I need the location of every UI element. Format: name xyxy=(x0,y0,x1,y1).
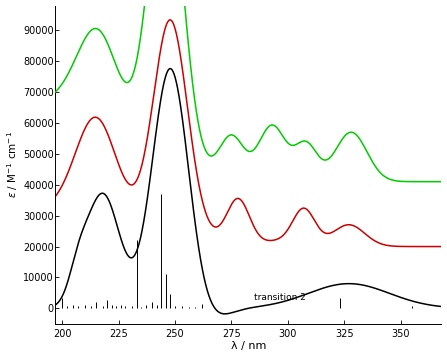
X-axis label: λ / nm: λ / nm xyxy=(231,341,266,351)
Y-axis label: $\varepsilon$ / M$^{-1}$ cm$^{-1}$: $\varepsilon$ / M$^{-1}$ cm$^{-1}$ xyxy=(5,131,21,198)
Text: transition 2: transition 2 xyxy=(254,293,306,302)
